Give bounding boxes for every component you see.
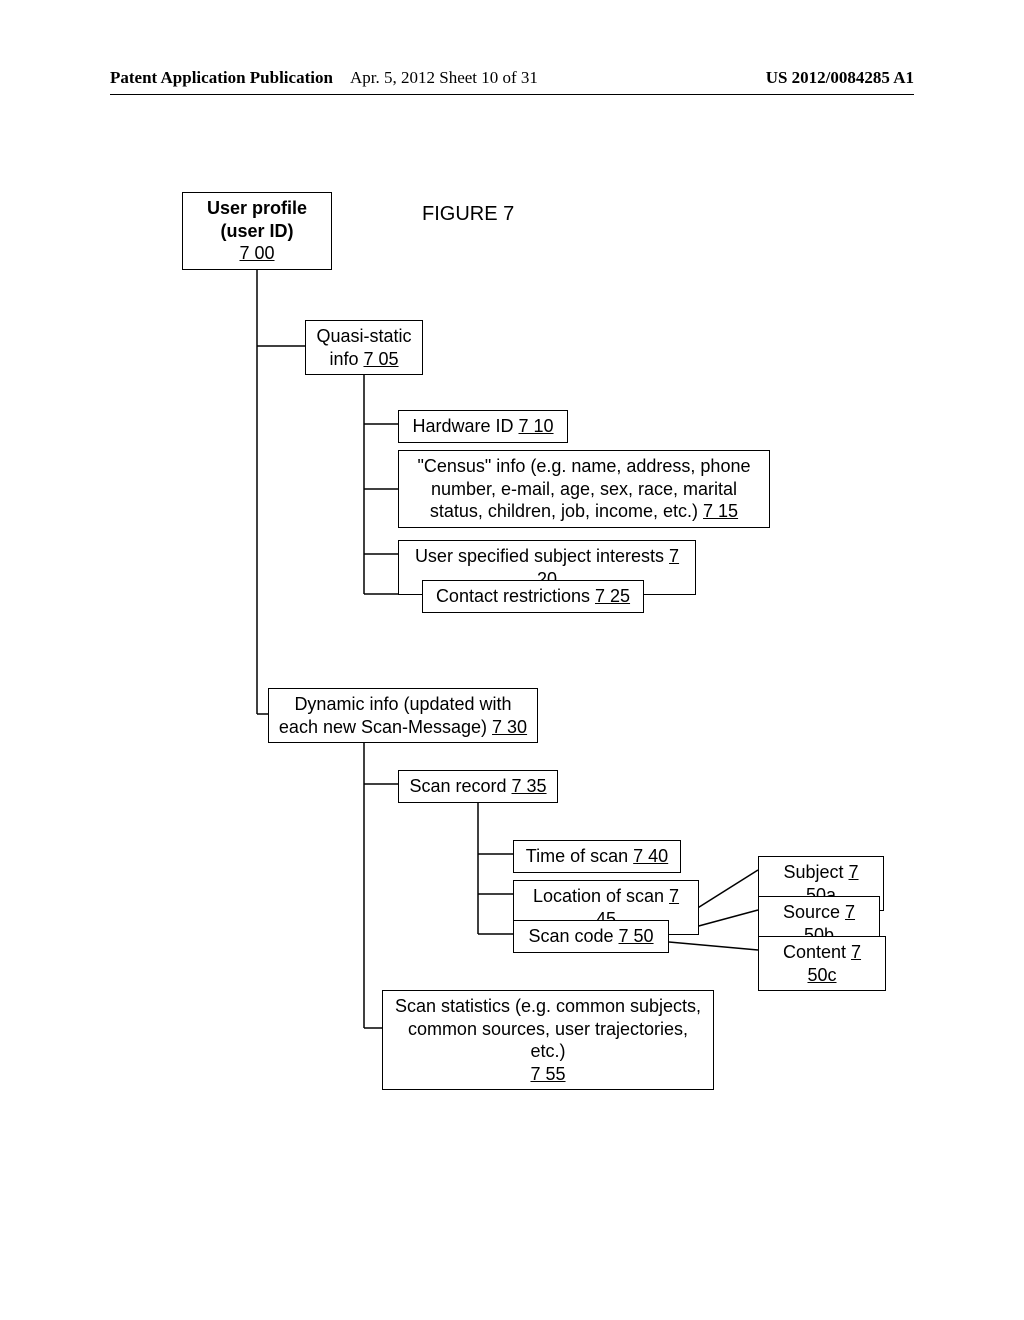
node-scan-record: Scan record 7 35 [398, 770, 558, 803]
node-scan-code-text: Scan code [528, 926, 618, 946]
node-scan-code-ref: 7 50 [619, 926, 654, 946]
node-dynamic-info: Dynamic info (updated with each new Scan… [268, 688, 538, 743]
node-contact-restrictions-text: Contact restrictions [436, 586, 595, 606]
node-time-of-scan: Time of scan 7 40 [513, 840, 681, 873]
header-right: US 2012/0084285 A1 [766, 68, 914, 88]
node-hardware-id: Hardware ID 7 10 [398, 410, 568, 443]
header-left: Patent Application Publication [110, 68, 333, 88]
node-subject-text: Subject [783, 862, 848, 882]
node-user-profile-line2: (user ID) [191, 220, 323, 243]
node-hardware-id-ref: 7 10 [518, 416, 553, 436]
node-scan-code: Scan code 7 50 [513, 920, 669, 953]
node-contact-restrictions: Contact restrictions 7 25 [422, 580, 644, 613]
node-user-profile: User profile (user ID) 7 00 [182, 192, 332, 270]
node-scan-stats-ref: 7 55 [530, 1064, 565, 1084]
connector-lines [0, 0, 1024, 1320]
node-location-of-scan-text: Location of scan [533, 886, 669, 906]
node-scan-stats-text: Scan statistics (e.g. common subjects, c… [395, 996, 701, 1061]
figure-title: FIGURE 7 [422, 203, 514, 226]
node-user-profile-line1: User profile [191, 197, 323, 220]
node-scan-stats: Scan statistics (e.g. common subjects, c… [382, 990, 714, 1090]
node-content-text: Content [783, 942, 851, 962]
node-content: Content 7 50c [758, 936, 886, 991]
node-scan-record-text: Scan record [409, 776, 511, 796]
node-scan-record-ref: 7 35 [512, 776, 547, 796]
node-dynamic-info-ref: 7 30 [492, 717, 527, 737]
node-quasi-static-text: Quasi-staticinfo 7 05 [314, 325, 414, 370]
node-time-of-scan-text: Time of scan [526, 846, 633, 866]
header-rule [110, 94, 914, 95]
node-quasi-static: Quasi-staticinfo 7 05 [305, 320, 423, 375]
node-census-ref: 7 15 [703, 501, 738, 521]
node-census-text: "Census" info (e.g. name, address, phone… [418, 456, 751, 521]
node-source-text: Source [783, 902, 845, 922]
node-hardware-id-text: Hardware ID [412, 416, 518, 436]
node-user-profile-ref: 7 00 [239, 243, 274, 263]
node-time-of-scan-ref: 7 40 [633, 846, 668, 866]
node-census: "Census" info (e.g. name, address, phone… [398, 450, 770, 528]
page-root: Patent Application Publication Apr. 5, 2… [0, 0, 1024, 1320]
node-user-interests-text: User specified subject interests [415, 546, 669, 566]
node-dynamic-info-text: Dynamic info (updated with each new Scan… [279, 694, 512, 737]
node-contact-restrictions-ref: 7 25 [595, 586, 630, 606]
header-mid: Apr. 5, 2012 Sheet 10 of 31 [350, 68, 538, 88]
